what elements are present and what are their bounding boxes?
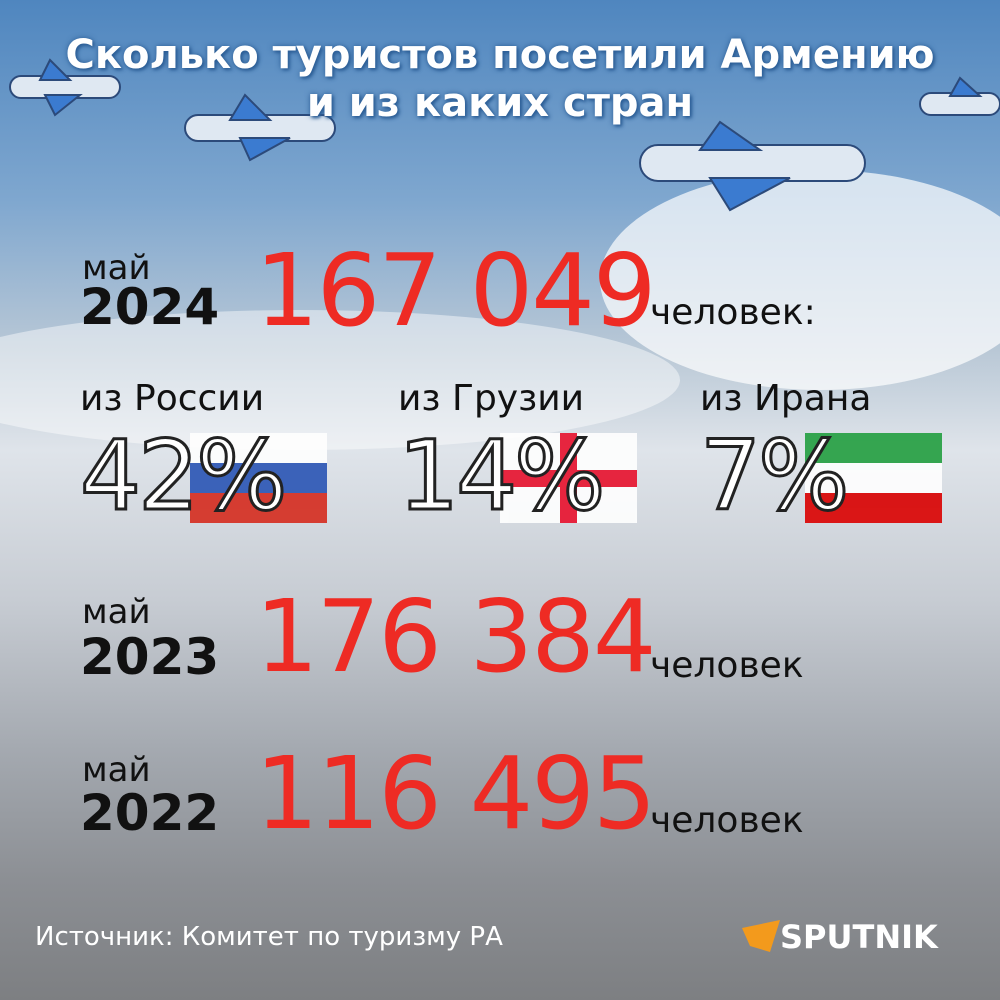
count: 167 049 <box>255 232 657 349</box>
logo: SPUTNIK <box>780 918 938 956</box>
year: 2022 <box>80 784 220 842</box>
source: Источник: Комитет по туризму РА <box>35 922 503 952</box>
planes <box>9 58 1000 212</box>
unit: человек <box>650 800 804 841</box>
unit: человек: <box>650 292 816 333</box>
title: Сколько туристов посетили Армению <box>65 32 935 78</box>
share-value: 14% <box>396 419 606 534</box>
title: и из каких стран <box>306 80 694 126</box>
share-label: из Ирана <box>700 378 872 419</box>
month: май <box>82 750 151 790</box>
year: 2023 <box>80 628 220 686</box>
share-value: 7% <box>698 419 850 534</box>
flags <box>190 433 942 523</box>
logo-mark <box>742 920 780 952</box>
count: 116 495 <box>255 735 657 852</box>
count: 176 384 <box>255 578 657 695</box>
share-label: из России <box>80 378 265 419</box>
year: 2024 <box>80 278 220 336</box>
share-label: из Грузии <box>398 378 585 419</box>
unit: человек <box>650 645 804 686</box>
month: май <box>82 592 151 632</box>
month: май <box>82 248 151 288</box>
share-value: 42% <box>78 419 288 534</box>
